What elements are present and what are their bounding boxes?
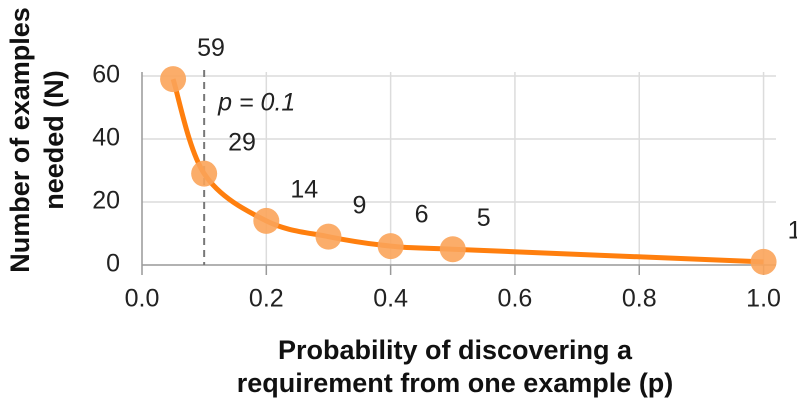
data-label: 1 [788,216,797,244]
point [253,207,280,234]
data-label: 5 [477,204,491,232]
data-label: 14 [290,176,318,204]
y-tick-label: 20 [92,187,120,215]
point [750,248,777,275]
data-label: 29 [228,128,256,156]
point [315,223,342,250]
data-label: 59 [197,34,225,62]
annotation-text: p = 0.1 [217,89,295,117]
x-tick-label: 0.4 [373,285,408,313]
data-label: 9 [352,191,366,219]
x-tick-label: 1.0 [746,285,781,313]
x-axis-label: requirement from one example (p) [237,368,674,398]
point [160,66,187,93]
y-tick-label: 40 [92,124,120,152]
y-axis-label: Number of examples [5,7,35,273]
data-label: 6 [415,201,429,229]
point [191,160,218,187]
x-tick-label: 0.2 [249,285,284,313]
x-tick-label: 0.0 [125,285,160,313]
x-tick-label: 0.6 [498,285,533,313]
point [377,233,404,260]
x-axis-label: Probability of discovering a [278,335,633,365]
y-tick-label: 0 [106,250,120,278]
y-tick-label: 60 [92,61,120,89]
x-tick-label: 0.8 [622,285,657,313]
y-axis-label: needed (N) [39,70,69,210]
point [439,236,466,263]
